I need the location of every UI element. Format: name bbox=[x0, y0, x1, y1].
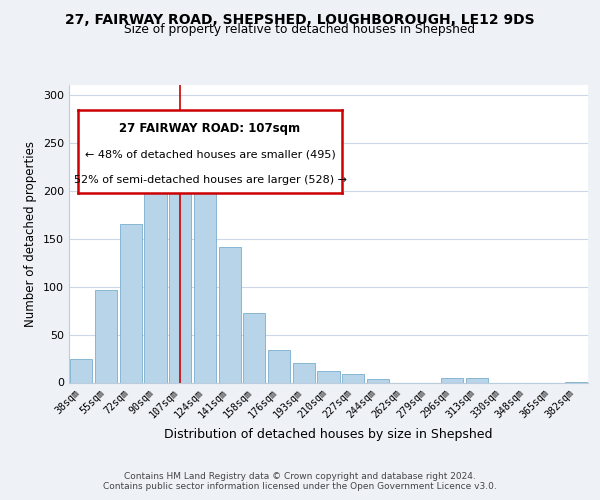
Text: Contains public sector information licensed under the Open Government Licence v3: Contains public sector information licen… bbox=[103, 482, 497, 491]
Text: 52% of semi-detached houses are larger (528) →: 52% of semi-detached houses are larger (… bbox=[74, 175, 347, 185]
Y-axis label: Number of detached properties: Number of detached properties bbox=[25, 141, 37, 327]
Bar bbox=[317, 371, 340, 382]
Bar bbox=[367, 378, 389, 382]
Bar bbox=[268, 350, 290, 382]
Bar bbox=[70, 358, 92, 382]
Bar bbox=[194, 158, 216, 382]
Text: 27, FAIRWAY ROAD, SHEPSHED, LOUGHBOROUGH, LE12 9DS: 27, FAIRWAY ROAD, SHEPSHED, LOUGHBOROUGH… bbox=[65, 12, 535, 26]
Bar bbox=[218, 247, 241, 382]
Bar bbox=[293, 364, 315, 382]
Bar bbox=[243, 314, 265, 382]
Bar bbox=[145, 175, 167, 382]
Bar bbox=[466, 378, 488, 382]
Text: 27 FAIRWAY ROAD: 107sqm: 27 FAIRWAY ROAD: 107sqm bbox=[119, 122, 301, 134]
Bar bbox=[119, 224, 142, 382]
Text: Size of property relative to detached houses in Shepshed: Size of property relative to detached ho… bbox=[124, 24, 476, 36]
Text: ← 48% of detached houses are smaller (495): ← 48% of detached houses are smaller (49… bbox=[85, 150, 335, 160]
Bar bbox=[95, 290, 117, 382]
X-axis label: Distribution of detached houses by size in Shepshed: Distribution of detached houses by size … bbox=[164, 428, 493, 441]
Bar bbox=[342, 374, 364, 382]
Bar bbox=[441, 378, 463, 382]
Bar bbox=[169, 172, 191, 382]
Text: Contains HM Land Registry data © Crown copyright and database right 2024.: Contains HM Land Registry data © Crown c… bbox=[124, 472, 476, 481]
